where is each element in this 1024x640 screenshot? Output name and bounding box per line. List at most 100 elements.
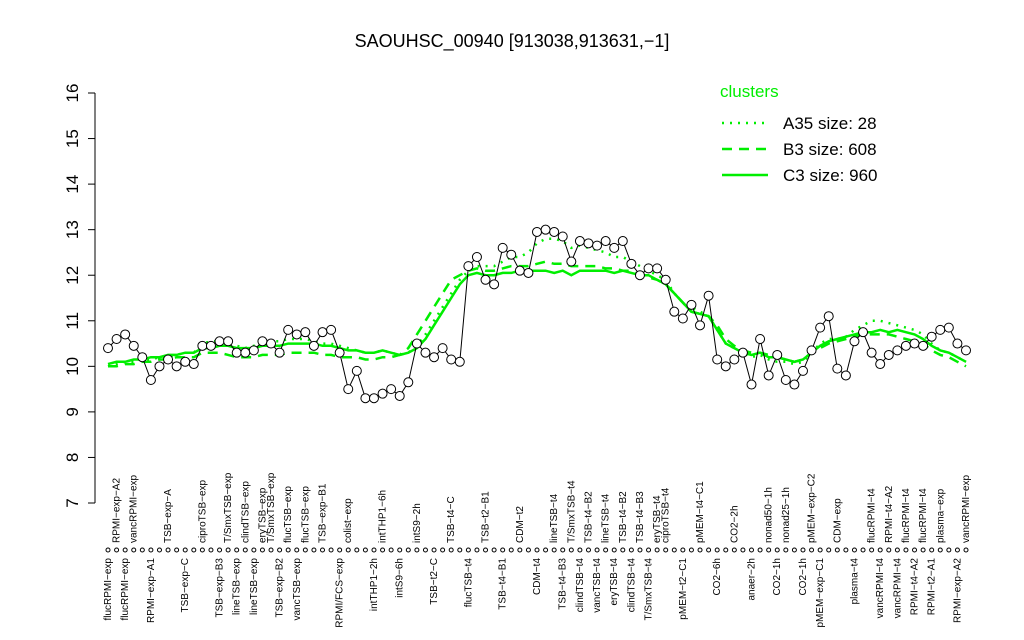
data-point: [111, 334, 122, 344]
rug-mark: [723, 547, 729, 553]
rug-mark: [242, 547, 248, 553]
category-label: CDM−t2: [515, 506, 526, 543]
rug-mark: [577, 547, 583, 553]
data-point: [205, 340, 216, 351]
data-point: [883, 349, 894, 360]
category-label: plasma−t4: [849, 558, 860, 605]
rug-mark: [826, 547, 832, 553]
rug-mark: [337, 547, 343, 553]
data-point: [600, 236, 611, 247]
rug-mark: [362, 547, 368, 553]
data-point: [368, 393, 379, 404]
rug-mark: [285, 547, 291, 553]
chart-title: SAOUHSC_00940 [913038,913631,−1]: [355, 31, 670, 52]
rug-mark: [543, 547, 549, 553]
y-tick-label: 7: [63, 498, 82, 507]
category-label: flucRPMI−exp: [103, 558, 114, 621]
category-label: TSB−t2−B1: [481, 491, 492, 543]
data-point: [188, 359, 199, 370]
rug-mark: [594, 547, 600, 553]
data-point: [103, 343, 113, 354]
data-point: [463, 261, 474, 272]
data-point: [403, 377, 414, 388]
data-point: [326, 324, 337, 335]
y-tick-label: 9: [63, 407, 82, 416]
y-tick-label: 12: [63, 266, 82, 285]
rug-mark: [637, 547, 643, 553]
rug-mark: [869, 547, 875, 553]
rug-mark: [534, 547, 540, 553]
rug-mark: [156, 547, 162, 553]
cluster-line: [107, 237, 967, 368]
data-point: [617, 236, 628, 247]
rug-mark: [234, 547, 240, 553]
data-point: [223, 336, 234, 347]
data-point: [411, 338, 422, 349]
rug-mark: [294, 547, 300, 553]
category-label: intS9−2h: [412, 503, 423, 543]
category-label: TSB−exp−B3: [215, 558, 226, 618]
y-tick-label: 10: [63, 357, 82, 376]
category-label: flucRPMI−t4: [918, 488, 929, 543]
data-point: [763, 370, 774, 381]
data-point: [737, 347, 748, 358]
rug-mark: [774, 547, 780, 553]
data-point: [832, 363, 843, 374]
category-label: plasma−exp: [935, 488, 946, 543]
rug-mark: [465, 547, 471, 553]
category-label: eryTSB−t4: [609, 558, 620, 606]
rug-mark: [448, 547, 454, 553]
rug-mark: [688, 547, 694, 553]
data-point: [308, 340, 319, 351]
data-point: [454, 356, 465, 367]
data-point: [557, 231, 568, 242]
data-point: [866, 347, 877, 358]
category-label: TSB−t4−B3: [558, 558, 569, 610]
rug-mark: [646, 547, 652, 553]
data-point: [386, 384, 397, 395]
data-point: [669, 306, 680, 317]
rug-mark: [388, 547, 394, 553]
data-point: [266, 338, 277, 349]
data-point: [909, 338, 920, 349]
data-point: [686, 299, 697, 310]
data-point: [446, 354, 457, 365]
rug-mark: [894, 547, 900, 553]
data-point: [514, 265, 525, 276]
data-point: [506, 249, 517, 260]
rug-mark: [217, 547, 223, 553]
category-label: eryTSB−exp: [257, 487, 268, 543]
data-point: [291, 329, 302, 340]
data-point: [660, 274, 671, 285]
y-tick-label: 15: [63, 129, 82, 148]
rug-mark: [791, 547, 797, 553]
rug-mark: [139, 547, 145, 553]
data-point: [471, 252, 482, 262]
rug-mark: [199, 547, 205, 553]
data-point: [145, 375, 156, 385]
category-label: vancTSB−exp: [292, 558, 303, 621]
category-label: colist−exp: [343, 498, 354, 543]
rug-mark: [500, 547, 506, 553]
category-label: RPMI−t4−A2: [910, 558, 921, 616]
category-label: vancRPMI−exp: [129, 474, 140, 543]
category-label: lineTSB−t4: [601, 493, 612, 543]
rug-mark: [620, 547, 626, 553]
data-point: [900, 340, 911, 351]
category-label: TSB−exp−B1: [318, 483, 329, 543]
category-label: flucRPMI−t4: [867, 488, 878, 543]
data-point: [943, 322, 954, 333]
data-point: [858, 327, 869, 338]
category-label: T/SmxTSB−t4: [644, 558, 655, 621]
data-point: [497, 242, 508, 253]
category-label: TSB−t4−B2: [583, 491, 594, 543]
rug-mark: [320, 547, 325, 553]
data-point: [789, 379, 800, 390]
rug-mark: [628, 547, 634, 553]
category-label: TSB−t4−B3: [635, 491, 646, 543]
rug-mark: [345, 547, 351, 553]
data-point: [377, 388, 388, 399]
rug-mark: [251, 547, 257, 553]
rug-mark: [560, 547, 566, 553]
rug-mark: [963, 547, 969, 553]
